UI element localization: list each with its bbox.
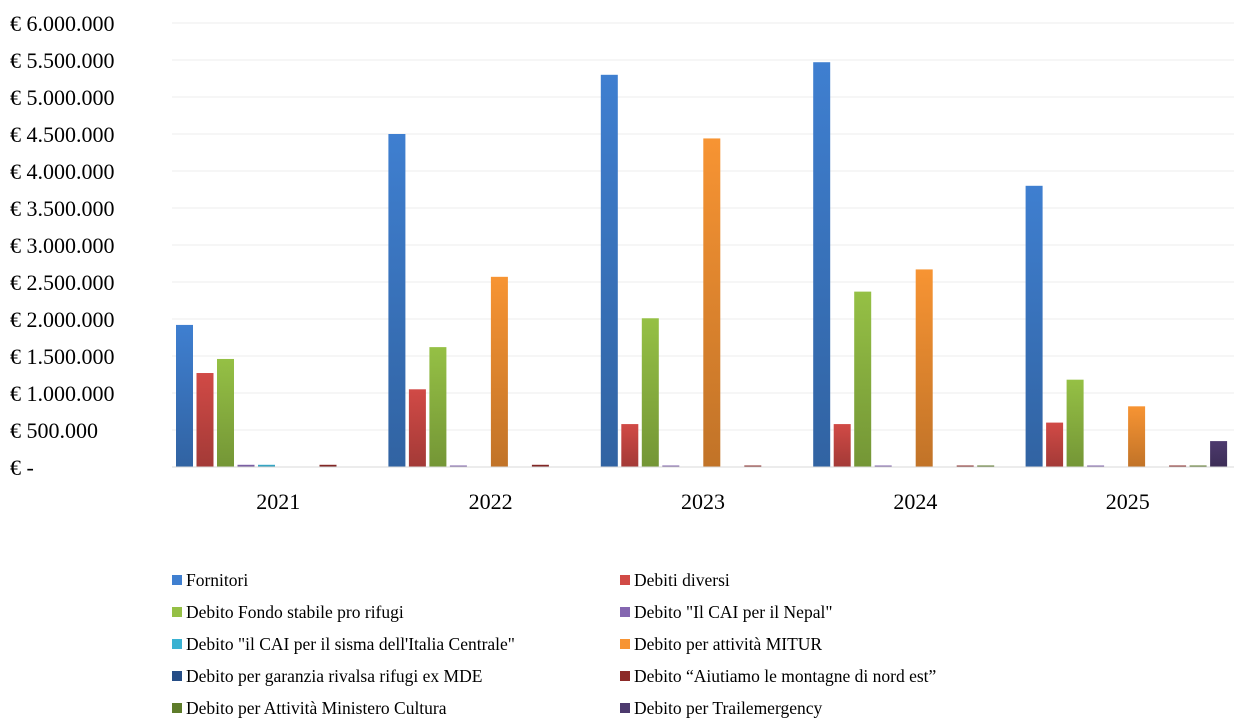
legend-swatch (172, 639, 182, 649)
bar-2023-7 (744, 465, 762, 467)
legend: Fornitori Debiti diversi Debito Fondo stab… (172, 567, 1212, 721)
bar-2023-2 (641, 318, 659, 467)
x-category-label: 2023 (681, 489, 725, 514)
bar-2022-3 (449, 465, 467, 467)
y-tick-label: € 500.000 (10, 418, 98, 443)
y-tick-label: € 4.500.000 (10, 122, 115, 147)
y-tick-label: € 5.000.000 (10, 85, 115, 110)
legend-item: Debito “Aiutiamo le montagne di nord est… (620, 663, 1180, 689)
y-tick-label: € 1.500.000 (10, 344, 115, 369)
legend-item: Debito per Attività Ministero Cultura (172, 695, 620, 721)
y-tick-label: € - (10, 455, 34, 480)
legend-swatch (172, 671, 182, 681)
bar-2025-1 (1046, 422, 1064, 467)
bar-2025-0 (1025, 185, 1043, 468)
bar-2024-2 (854, 291, 872, 467)
legend-label: Debito per Trailemergency (634, 697, 823, 718)
legend-swatch (620, 607, 630, 617)
legend-label: Debito "Il CAI per il Nepal" (634, 601, 833, 622)
bar-2021-2 (217, 358, 234, 467)
y-axis-ticks: € - € 500.000 € 1.000.000 € 1.500.000 € 2.00… (10, 11, 115, 480)
legend-label: Debiti diversi (634, 569, 730, 590)
y-tick-label: € 3.500.000 (10, 196, 115, 221)
legend-swatch (172, 575, 182, 585)
bar-2025-7 (1169, 465, 1187, 467)
legend-swatch (620, 703, 630, 713)
legend-label: Debito per attività MITUR (634, 633, 823, 654)
bar-2021-3 (237, 464, 255, 467)
bar-chart: € - € 500.000 € 1.000.000 € 1.500.000 € 2.00… (10, 11, 1234, 514)
bars (176, 62, 1228, 468)
legend-item: Debiti diversi (620, 567, 1180, 593)
y-tick-label: € 2.500.000 (10, 270, 115, 295)
legend-swatch (620, 639, 630, 649)
bar-2024-5 (915, 269, 933, 467)
bar-2024-8 (977, 465, 995, 467)
bar-2023-3 (662, 465, 680, 467)
bar-2022-7 (531, 464, 549, 467)
legend-swatch (172, 607, 182, 617)
x-axis-categories: 2021 2022 2023 2024 2025 (256, 489, 1150, 514)
y-tick-label: € 1.000.000 (10, 381, 115, 406)
y-tick-label: € 6.000.000 (10, 11, 115, 36)
legend-swatch (172, 703, 182, 713)
y-tick-label: € 3.000.000 (10, 233, 115, 258)
bar-2025-9 (1210, 441, 1228, 467)
bar-2024-1 (833, 424, 851, 467)
bar-2024-0 (813, 62, 831, 467)
legend-swatch (620, 575, 630, 585)
bar-2022-2 (429, 347, 447, 467)
y-tick-label: € 4.000.000 (10, 159, 115, 184)
y-tick-label: € 5.500.000 (10, 48, 115, 73)
legend-label: Debito per Attività Ministero Cultura (186, 697, 447, 718)
legend-item: Debito per attività MITUR (620, 631, 1180, 657)
legend-label: Debito per garanzia rivalsa rifugi ex MD… (186, 665, 483, 686)
x-category-label: 2022 (469, 489, 513, 514)
legend-label: Debito "il CAI per il sisma dell'Italia … (186, 633, 515, 654)
bar-2021-0 (176, 324, 193, 467)
bar-2024-3 (874, 465, 892, 467)
bar-2023-1 (621, 424, 639, 467)
legend-item: Fornitori (172, 567, 620, 593)
bar-2021-7 (319, 464, 337, 467)
legend-swatch (620, 671, 630, 681)
bar-2022-0 (388, 134, 406, 467)
bar-2025-2 (1066, 379, 1084, 467)
x-category-label: 2024 (893, 489, 937, 514)
bar-2024-7 (956, 465, 974, 467)
bar-2023-5 (703, 138, 721, 467)
x-category-label: 2025 (1106, 489, 1150, 514)
legend-item: Debito Fondo stabile pro rifugi (172, 599, 620, 625)
bar-2025-5 (1128, 406, 1146, 467)
bar-2022-1 (408, 389, 426, 467)
bar-2022-5 (490, 276, 508, 467)
legend-item: Debito per garanzia rivalsa rifugi ex MD… (172, 663, 620, 689)
grid-lines (172, 22, 1234, 431)
legend-item: Debito per Trailemergency (620, 695, 1180, 721)
legend-label: Debito “Aiutiamo le montagne di nord est… (634, 665, 937, 686)
bar-2025-8 (1189, 465, 1207, 467)
y-tick-label: € 2.000.000 (10, 307, 115, 332)
bar-2021-1 (196, 373, 214, 467)
legend-label: Debito Fondo stabile pro rifugi (186, 601, 404, 622)
x-category-label: 2021 (256, 489, 300, 514)
legend-label: Fornitori (186, 569, 249, 590)
bar-2023-0 (600, 74, 618, 468)
legend-item: Debito "Il CAI per il Nepal" (620, 599, 1180, 625)
bar-2021-4 (258, 464, 275, 467)
bar-2025-3 (1087, 465, 1105, 467)
legend-item: Debito "il CAI per il sisma dell'Italia … (172, 631, 620, 657)
